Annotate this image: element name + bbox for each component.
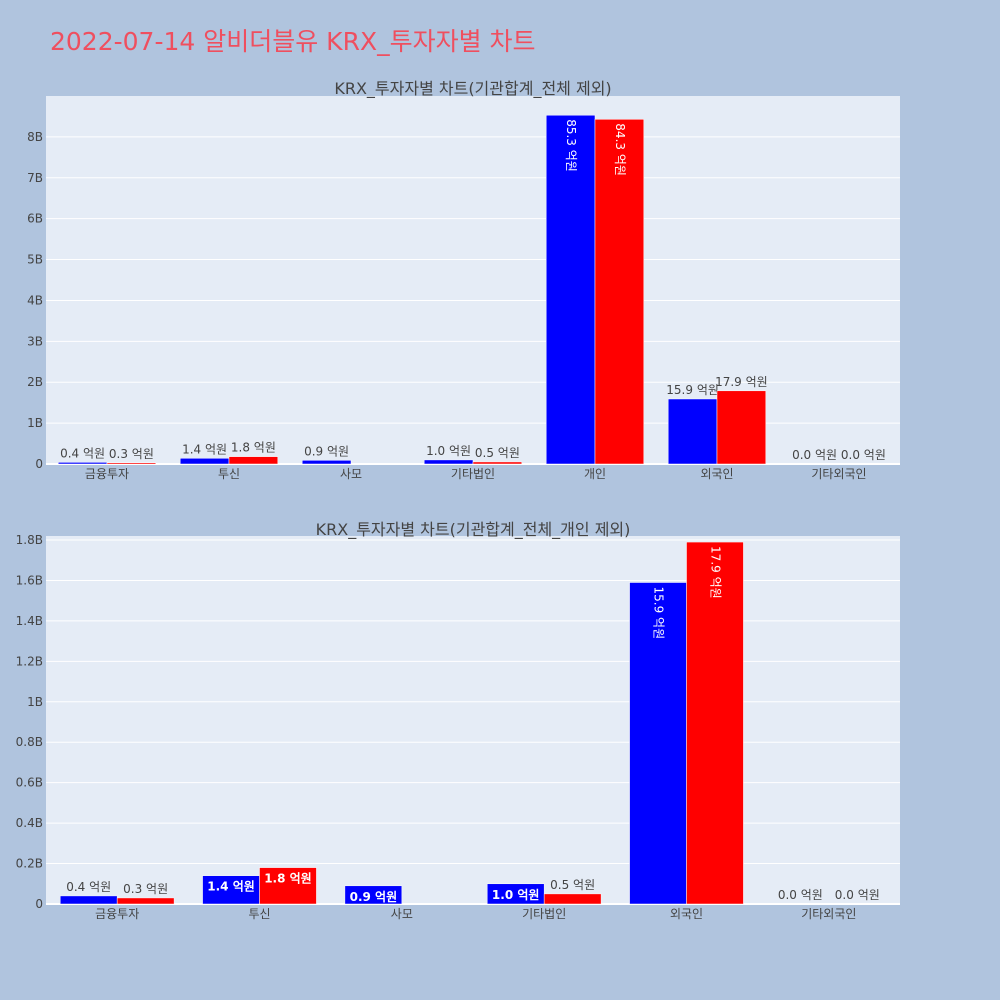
data-label: 0.5 억원 bbox=[475, 446, 520, 460]
x-tick-label: 외국인 bbox=[670, 907, 703, 921]
data-label: 0.9 억원 bbox=[304, 444, 349, 458]
data-label: 0.4 억원 bbox=[66, 880, 111, 894]
data-label: 0.0 억원 bbox=[835, 888, 880, 902]
y-tick-label: 1.6B bbox=[16, 573, 43, 587]
y-tick-label: 5B bbox=[27, 253, 43, 267]
data-label: 0.0 억원 bbox=[792, 448, 837, 462]
bar bbox=[472, 461, 523, 465]
y-tick-label: 1B bbox=[27, 695, 43, 709]
bar bbox=[228, 456, 279, 465]
data-label: 1.0 억원 bbox=[426, 444, 471, 458]
bar bbox=[667, 398, 718, 465]
x-tick-label: 투신 bbox=[248, 907, 270, 921]
y-tick-label: 1B bbox=[27, 416, 43, 430]
data-label: 1.8 억원 bbox=[264, 872, 312, 886]
x-tick-label: 사모 bbox=[391, 907, 413, 921]
x-tick-label: 사모 bbox=[340, 467, 362, 481]
y-tick-label: 8B bbox=[27, 130, 43, 144]
data-label: 15.9 억원 bbox=[652, 587, 666, 640]
data-label: 85.3 억원 bbox=[564, 119, 578, 172]
data-label: 1.0 억원 bbox=[492, 888, 540, 902]
x-tick-label: 개인 bbox=[584, 467, 606, 481]
data-label: 0.5 억원 bbox=[550, 878, 595, 892]
data-label: 0.0 억원 bbox=[841, 448, 886, 462]
y-tick-label: 0.8B bbox=[16, 735, 43, 749]
chart-all-investors: 0 1B 2B 3B 4B 5B 6B 7B 8B KRX_투자자별 차트(기관합계_전체 제외)… bbox=[27, 79, 900, 481]
y-tick-label: 0.2B bbox=[16, 857, 43, 871]
bar bbox=[543, 893, 602, 905]
bar bbox=[259, 867, 317, 905]
y-tick-label: 2B bbox=[27, 375, 43, 389]
bar bbox=[301, 460, 352, 465]
data-label: 1.4 억원 bbox=[207, 880, 255, 894]
page-title: 2022-07-14 알비더블유 KRX_투자자별 차트 bbox=[50, 27, 536, 56]
x-tick-label: 투신 bbox=[218, 467, 240, 481]
y-tick-label: 7B bbox=[27, 171, 43, 185]
data-label: 0.0 억원 bbox=[778, 888, 823, 902]
data-label: 0.3 억원 bbox=[109, 447, 154, 461]
y-tick-label: 0 bbox=[35, 457, 43, 471]
x-tick-label: 금융투자 bbox=[95, 907, 139, 921]
x-tick-label: 외국인 bbox=[700, 467, 733, 481]
bar bbox=[106, 462, 157, 465]
chart-title: KRX_투자자별 차트(기관합계_전체_개인 제외) bbox=[316, 520, 631, 540]
y-tick-label: 0.6B bbox=[16, 776, 43, 790]
data-label: 0.3 억원 bbox=[123, 882, 168, 896]
data-label: 17.9 억원 bbox=[708, 546, 722, 599]
x-tick-label: 기타외국인 bbox=[811, 467, 866, 481]
data-label: 84.3 억원 bbox=[613, 123, 627, 176]
bar bbox=[629, 582, 687, 905]
bar bbox=[686, 541, 744, 905]
bar bbox=[594, 119, 645, 465]
x-tick-label: 기타외국인 bbox=[801, 907, 856, 921]
data-label: 0.4 억원 bbox=[60, 446, 105, 460]
data-label: 1.4 억원 bbox=[182, 442, 227, 456]
y-tick-label: 3B bbox=[27, 334, 43, 348]
bar bbox=[202, 875, 260, 905]
y-tick-label: 4B bbox=[27, 293, 43, 307]
y-tick-label: 1.4B bbox=[16, 614, 43, 628]
x-tick-label: 기타법인 bbox=[522, 907, 566, 921]
data-label: 1.8 억원 bbox=[231, 441, 276, 455]
plot-area bbox=[46, 536, 900, 904]
bar bbox=[59, 895, 118, 905]
data-label: 17.9 억원 bbox=[715, 375, 768, 389]
chart-title: KRX_투자자별 차트(기관합계_전체 제외) bbox=[334, 79, 611, 99]
y-tick-label: 0.4B bbox=[16, 816, 43, 830]
x-tick-label: 기타법인 bbox=[451, 467, 495, 481]
y-tick-label: 6B bbox=[27, 212, 43, 226]
bar bbox=[344, 885, 403, 905]
y-tick-label: 1.8B bbox=[16, 533, 43, 547]
bar bbox=[545, 114, 596, 465]
x-tick-label: 금융투자 bbox=[85, 467, 129, 481]
bar bbox=[716, 390, 767, 465]
y-tick-label: 1.2B bbox=[16, 654, 43, 668]
data-label: 15.9 억원 bbox=[666, 383, 719, 397]
data-label: 0.9 억원 bbox=[350, 890, 398, 904]
y-tick-label: 0 bbox=[35, 897, 43, 911]
bar bbox=[116, 897, 175, 905]
